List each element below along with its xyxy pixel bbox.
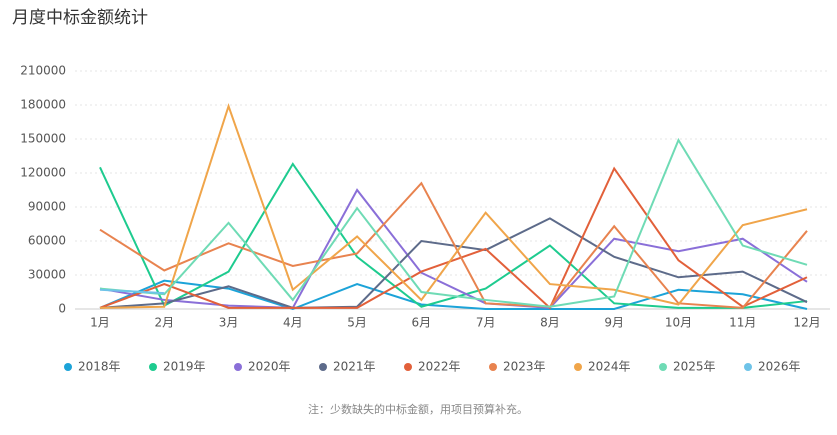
x-tick-label: 9月 <box>604 316 624 330</box>
y-tick-label: 30000 <box>28 268 66 282</box>
legend-label: 2020年 <box>248 360 291 374</box>
x-tick-label: 7月 <box>476 316 496 330</box>
x-tick-label: 12月 <box>793 316 820 330</box>
x-tick-label: 6月 <box>412 316 432 330</box>
legend-swatch <box>234 363 242 371</box>
y-tick-label: 90000 <box>28 200 66 214</box>
legend-swatch <box>489 363 497 371</box>
legend-swatch <box>659 363 667 371</box>
x-tick-label: 5月 <box>347 316 367 330</box>
note: 注：少数缺失的中标金额，用项目预算补充。 <box>308 402 528 416</box>
series-line <box>99 102 808 309</box>
legend-swatch <box>744 363 752 371</box>
x-tick-label: 4月 <box>283 316 303 330</box>
chart-title: 月度中标金额统计 <box>12 8 148 28</box>
legend-label: 2026年 <box>758 360 801 374</box>
legend-swatch <box>574 363 582 371</box>
y-tick-label: 60000 <box>28 234 66 248</box>
series-line <box>99 162 808 309</box>
legend-swatch <box>64 363 72 371</box>
y-tick-label: 120000 <box>20 166 66 180</box>
y-tick-label: 180000 <box>20 98 66 112</box>
legend-label: 2019年 <box>163 360 206 374</box>
series-line <box>99 288 165 295</box>
series-line <box>99 137 808 308</box>
legend-swatch <box>404 363 412 371</box>
y-tick-label: 210000 <box>20 64 66 78</box>
x-tick-label: 3月 <box>219 316 239 330</box>
y-tick-label: 150000 <box>20 132 66 146</box>
legend-label: 2023年 <box>503 360 546 374</box>
x-tick-label: 2月 <box>154 316 174 330</box>
x-tick-label: 1月 <box>90 316 110 330</box>
legend-label: 2022年 <box>418 360 461 374</box>
legend-label: 2021年 <box>333 360 376 374</box>
legend-label: 2024年 <box>588 360 631 374</box>
x-tick-label: 8月 <box>540 316 560 330</box>
x-tick-label: 10月 <box>665 316 692 330</box>
series-line <box>99 181 808 309</box>
legend-label: 2018年 <box>78 360 121 374</box>
x-tick-label: 11月 <box>729 316 756 330</box>
legend-swatch <box>149 363 157 371</box>
legend-swatch <box>319 363 327 371</box>
y-tick-label: 0 <box>58 302 66 316</box>
series-line <box>99 217 808 309</box>
legend-label: 2025年 <box>673 360 716 374</box>
series-line <box>99 166 808 310</box>
